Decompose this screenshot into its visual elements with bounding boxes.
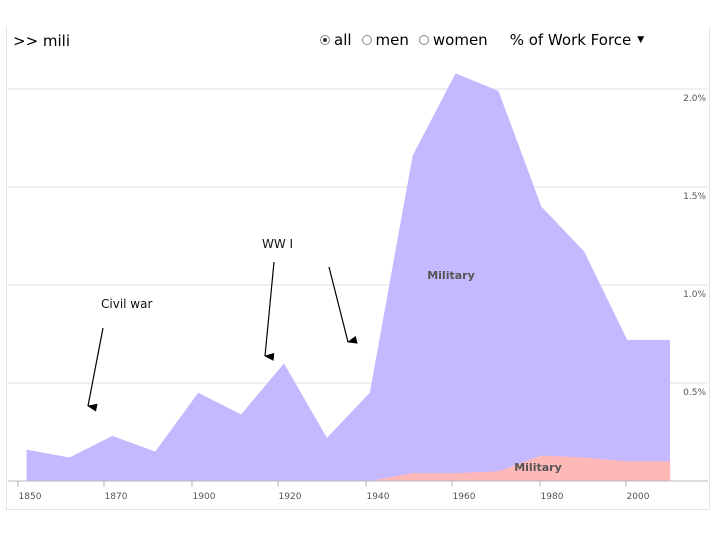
area-series-0: [26, 73, 671, 481]
x-tick-label: 1920: [279, 492, 302, 502]
chart-areas: [26, 73, 671, 481]
radio-men[interactable]: men: [361, 31, 409, 49]
y-tick-label: 0.5%: [683, 388, 706, 398]
series-labels: Military Military: [427, 269, 562, 474]
x-tick-label: 1980: [541, 492, 564, 502]
radio-all-label: all: [334, 31, 352, 49]
x-tick-label: 1850: [19, 492, 42, 502]
series-label-military-women: Military: [514, 461, 562, 474]
filter-controls: all men women % of Work Force ▼: [320, 31, 644, 49]
radio-all-indicator[interactable]: [320, 35, 330, 45]
x-tick-label: 2000: [627, 492, 650, 502]
y-tick-label: 1.0%: [683, 290, 706, 300]
y-tick-label: 1.5%: [683, 192, 706, 202]
x-tick-label: 1900: [193, 492, 216, 502]
x-tick-label: 1870: [105, 492, 128, 502]
y-axis-labels: 0.5% 1.0% 1.5% 2.0%: [683, 94, 706, 398]
chart-frame: [6, 26, 710, 510]
radio-women-indicator[interactable]: [418, 35, 429, 45]
area-series-1: [26, 455, 671, 481]
y-tick-label: 2.0%: [683, 94, 706, 104]
search-query[interactable]: >> mili: [13, 32, 71, 50]
annotation-ww1: WW I: [262, 237, 293, 251]
radio-all[interactable]: all: [320, 31, 352, 49]
radio-women[interactable]: women: [418, 31, 488, 49]
annotation-civil-war: Civil war: [101, 297, 152, 311]
x-tick-label: 1960: [453, 492, 476, 502]
radio-men-indicator[interactable]: [361, 35, 372, 45]
annotations: Civil war WW I: [87, 237, 358, 412]
x-axis: 1850 1870 1900 1920 1940 1960 1980 2000: [8, 480, 708, 502]
series-label-military-all: Military: [427, 269, 475, 282]
radio-men-label: men: [375, 31, 409, 49]
caret-down-icon: ▼: [637, 35, 645, 45]
measure-dropdown-label: % of Work Force: [509, 31, 632, 49]
arrow-ww2: [328, 266, 358, 344]
arrow-civil-war: [87, 327, 104, 412]
arrow-ww1: [264, 261, 275, 361]
x-tick-label: 1940: [367, 492, 390, 502]
measure-dropdown[interactable]: % of Work Force ▼: [510, 31, 645, 49]
radio-women-label: women: [432, 31, 488, 49]
